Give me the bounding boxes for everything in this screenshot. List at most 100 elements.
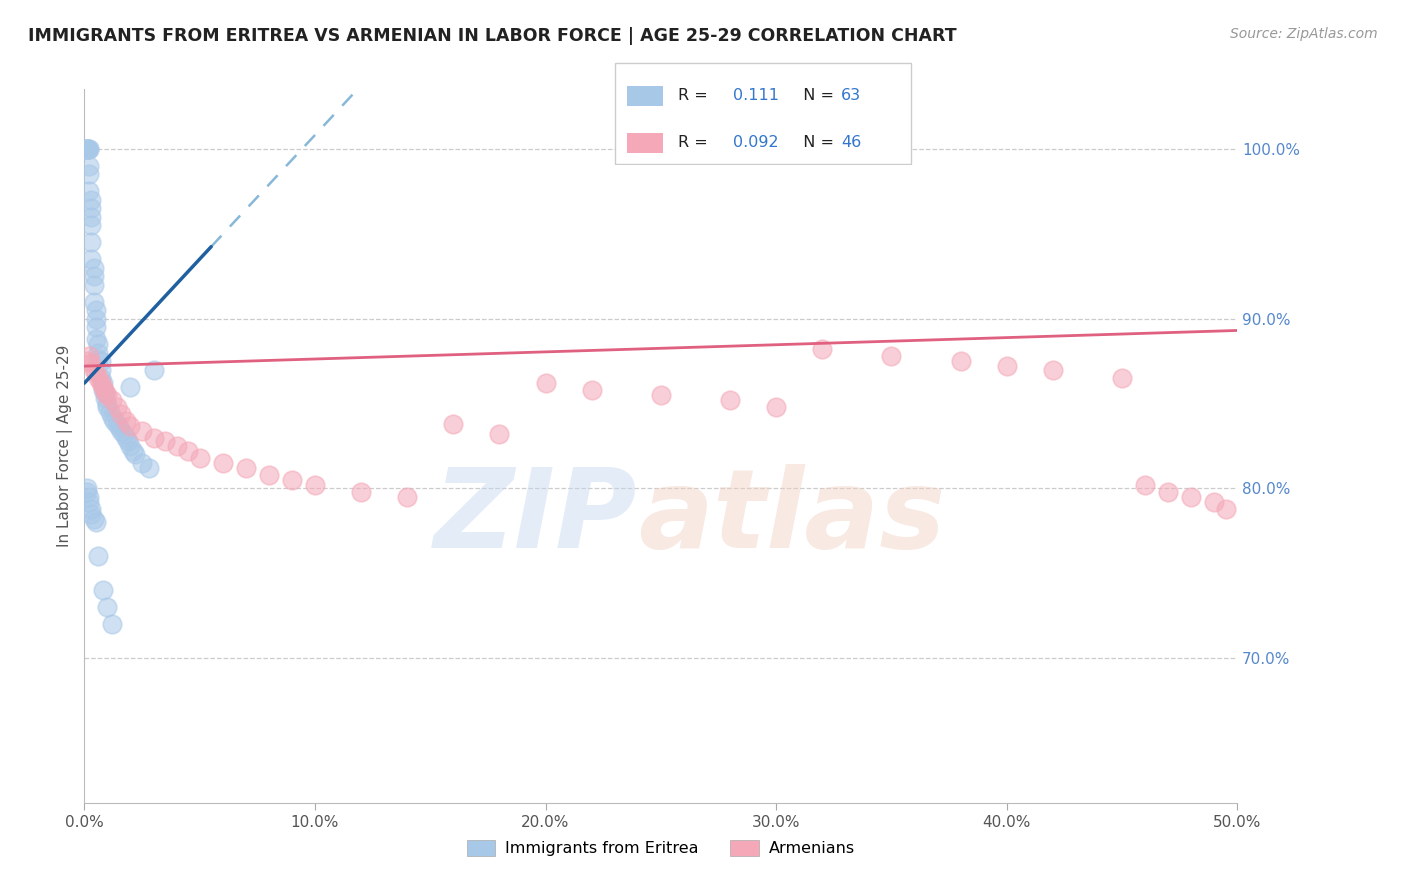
Point: [96, 600, 118, 615]
Point: [188, 450, 211, 465]
Point: [89, 371, 111, 385]
Point: [350, 484, 373, 499]
Point: [80, 210, 103, 224]
Point: [77, 349, 100, 363]
Point: [235, 461, 257, 475]
Point: [581, 383, 603, 397]
Point: [142, 362, 165, 376]
Text: 46: 46: [841, 135, 862, 150]
Point: [995, 359, 1018, 373]
Point: [77, 142, 100, 156]
Point: [138, 461, 160, 475]
Y-axis label: In Labor Force | Age 25-29: In Labor Force | Age 25-29: [58, 345, 73, 547]
Point: [211, 456, 233, 470]
Point: [76, 354, 98, 368]
Point: [131, 424, 153, 438]
Point: [115, 413, 138, 427]
Legend: Immigrants from Eritrea, Armenians: Immigrants from Eritrea, Armenians: [460, 833, 862, 863]
Point: [101, 393, 124, 408]
Point: [83, 512, 105, 526]
Point: [105, 417, 128, 431]
Point: [718, 393, 741, 408]
Point: [1157, 484, 1180, 499]
FancyBboxPatch shape: [627, 86, 664, 105]
Point: [396, 490, 419, 504]
Point: [80, 356, 103, 370]
Point: [84, 516, 107, 530]
Point: [84, 311, 107, 326]
Text: 63: 63: [841, 87, 862, 103]
Point: [76, 142, 98, 156]
Point: [650, 388, 672, 402]
Point: [87, 337, 110, 351]
Point: [1215, 501, 1237, 516]
Point: [84, 303, 107, 318]
Point: [80, 252, 103, 266]
Point: [131, 456, 153, 470]
Point: [76, 484, 98, 499]
Point: [488, 427, 510, 442]
Point: [304, 478, 326, 492]
Point: [142, 430, 165, 444]
Point: [84, 320, 107, 334]
FancyBboxPatch shape: [614, 63, 911, 164]
Point: [534, 376, 557, 391]
Point: [105, 400, 128, 414]
FancyBboxPatch shape: [627, 133, 664, 153]
Point: [96, 388, 118, 402]
Text: N =: N =: [793, 87, 839, 103]
Text: R =: R =: [678, 135, 713, 150]
Point: [1042, 362, 1064, 376]
Point: [83, 260, 105, 275]
Point: [120, 418, 142, 433]
Point: [84, 332, 107, 346]
Point: [1111, 371, 1133, 385]
Point: [91, 583, 114, 598]
Text: 0.111: 0.111: [733, 87, 779, 103]
Point: [84, 366, 107, 380]
Point: [112, 427, 135, 442]
Point: [103, 413, 125, 427]
Point: [811, 342, 834, 356]
Point: [96, 396, 118, 410]
Text: atlas: atlas: [638, 464, 945, 571]
Point: [77, 490, 100, 504]
Point: [76, 142, 98, 156]
Point: [80, 507, 103, 521]
Point: [83, 269, 105, 284]
Point: [880, 349, 903, 363]
Point: [91, 376, 114, 391]
Point: [110, 424, 132, 438]
Point: [77, 159, 100, 173]
Point: [1204, 495, 1226, 509]
Point: [87, 371, 110, 385]
Point: [77, 167, 100, 181]
Text: IMMIGRANTS FROM ERITREA VS ARMENIAN IN LABOR FORCE | AGE 25-29 CORRELATION CHART: IMMIGRANTS FROM ERITREA VS ARMENIAN IN L…: [28, 27, 956, 45]
Text: Source: ZipAtlas.com: Source: ZipAtlas.com: [1230, 27, 1378, 41]
Point: [94, 386, 117, 401]
Point: [101, 410, 124, 425]
Point: [115, 430, 138, 444]
Point: [80, 193, 103, 207]
Point: [89, 376, 111, 391]
Point: [87, 549, 110, 564]
Point: [91, 379, 114, 393]
Point: [120, 379, 142, 393]
Point: [83, 277, 105, 292]
Point: [94, 392, 117, 406]
Point: [89, 354, 111, 368]
Point: [257, 467, 280, 482]
Point: [83, 294, 105, 309]
Point: [80, 201, 103, 215]
Point: [124, 448, 146, 462]
Point: [441, 417, 464, 431]
Point: [98, 405, 121, 419]
Point: [153, 434, 176, 448]
Point: [1180, 490, 1202, 504]
Point: [166, 439, 188, 453]
Point: [76, 482, 98, 496]
Point: [94, 384, 117, 399]
Point: [101, 617, 124, 632]
Point: [117, 434, 139, 448]
Point: [77, 142, 100, 156]
